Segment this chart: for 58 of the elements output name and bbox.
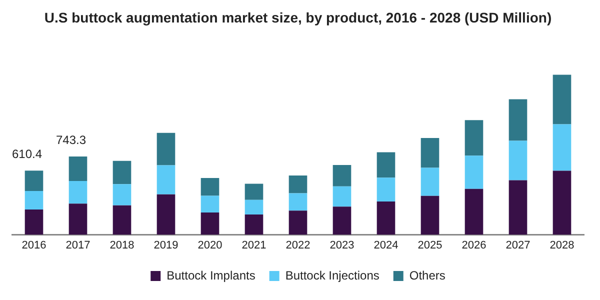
bar xyxy=(68,156,88,182)
bar xyxy=(200,196,220,213)
bar xyxy=(156,132,176,166)
x-tick-label: 2026 xyxy=(462,239,486,252)
bar xyxy=(24,170,44,191)
legend-label: Others xyxy=(409,268,446,282)
bar xyxy=(112,160,132,184)
bar xyxy=(200,178,220,196)
bar xyxy=(68,181,88,204)
bar xyxy=(244,184,264,200)
bar xyxy=(552,74,572,124)
bar xyxy=(288,175,308,194)
bar xyxy=(112,205,132,235)
x-tick-label: 2023 xyxy=(330,239,354,252)
bar xyxy=(244,200,264,214)
x-tick-label: 2028 xyxy=(550,239,574,252)
bar xyxy=(376,178,396,202)
x-tick-label: 2019 xyxy=(154,239,178,252)
x-tick-label: 2018 xyxy=(110,239,134,252)
bar xyxy=(420,196,440,235)
bar xyxy=(376,202,396,235)
bar xyxy=(508,180,528,235)
bar xyxy=(420,138,440,168)
legend-label: Buttock Implants xyxy=(166,268,256,282)
bar xyxy=(68,204,88,235)
bar xyxy=(464,156,484,189)
x-tick-label: 2016 xyxy=(22,239,46,252)
bar xyxy=(464,120,484,156)
bar xyxy=(24,190,44,210)
x-tick-label: 2025 xyxy=(418,239,442,252)
bar xyxy=(244,214,264,235)
bar xyxy=(24,210,44,235)
bar xyxy=(288,193,308,211)
legend-label: Buttock Injections xyxy=(285,268,380,282)
bar xyxy=(200,212,220,235)
bar xyxy=(508,99,528,141)
bar xyxy=(420,168,440,196)
x-tick-label: 2021 xyxy=(242,239,266,252)
bar xyxy=(156,165,176,194)
x-tick-label: 2027 xyxy=(506,239,530,252)
x-tick-label: 2024 xyxy=(374,239,398,252)
x-tick-label: 2022 xyxy=(286,239,310,252)
bar xyxy=(288,210,308,235)
bar xyxy=(552,124,572,171)
bar xyxy=(332,206,352,235)
bar xyxy=(552,170,572,235)
bar xyxy=(508,140,528,180)
bar xyxy=(112,184,132,206)
bar xyxy=(464,188,484,235)
annotation: 610.4 xyxy=(12,146,42,161)
bar xyxy=(332,186,352,207)
chart-title: U.S buttock augmentation market size, by product, 2016 - 2028 (USD Million) xyxy=(44,9,552,26)
bar xyxy=(332,165,352,186)
bar xyxy=(376,152,396,178)
x-tick-label: 2020 xyxy=(198,239,222,252)
x-tick-label: 2017 xyxy=(66,239,90,252)
bar xyxy=(156,194,176,235)
annotation: 743.3 xyxy=(56,132,86,147)
